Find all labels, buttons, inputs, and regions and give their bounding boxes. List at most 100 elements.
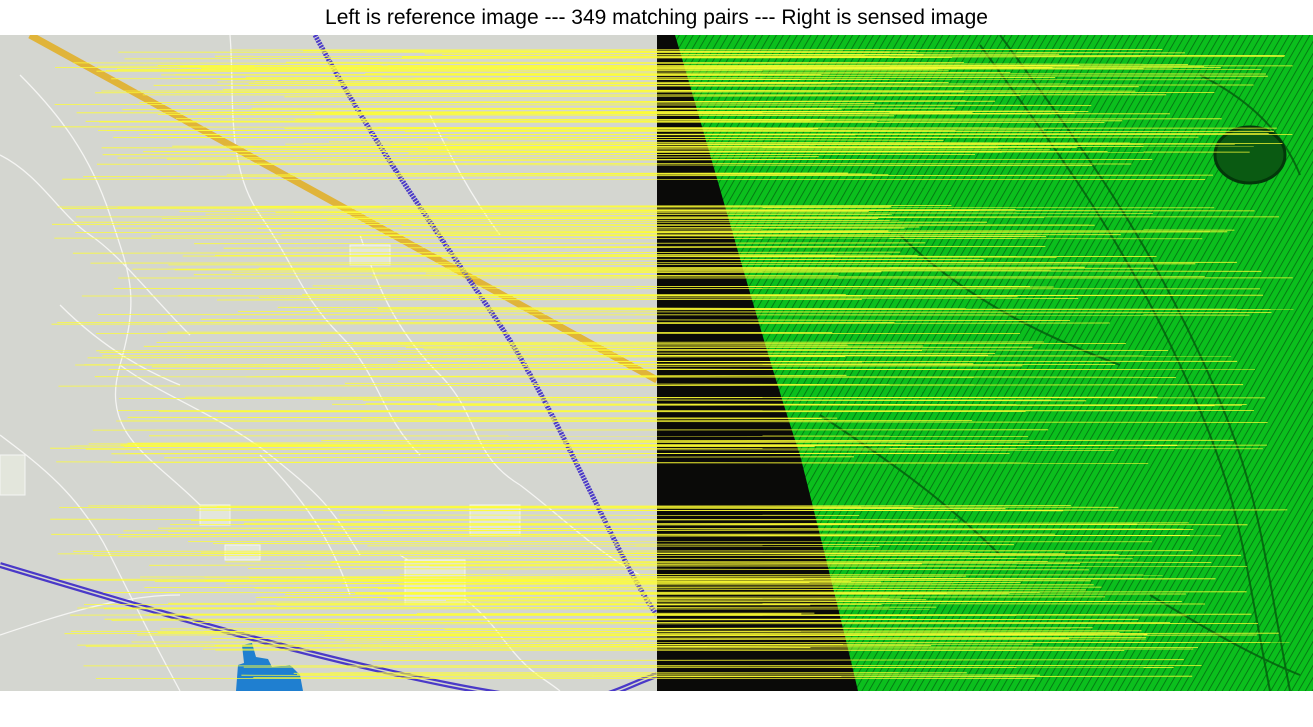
match-line (72, 251, 901, 254)
match-line (156, 341, 1044, 344)
match-line (144, 614, 1187, 617)
match-line (90, 261, 1237, 264)
match-line (158, 527, 1184, 530)
match-line (111, 618, 1139, 621)
match-line (352, 172, 848, 174)
match-line (50, 518, 958, 521)
match-line (426, 360, 863, 363)
match-line (416, 612, 815, 614)
match-line (140, 575, 966, 578)
match-line (329, 141, 1131, 144)
match-line (64, 632, 1120, 635)
match-line (401, 56, 1285, 59)
match-line (59, 578, 1216, 580)
match-line (88, 443, 907, 446)
match-line (378, 613, 1252, 616)
match-line (417, 632, 1279, 635)
match-line (167, 331, 833, 334)
match-line (215, 254, 836, 257)
figure-title: Left is reference image --- 349 matching… (325, 6, 988, 29)
match-line (161, 216, 1045, 219)
match-line (161, 74, 1268, 77)
match-line (382, 74, 822, 76)
match-line (116, 420, 1268, 423)
match-line (127, 441, 941, 444)
match-line (77, 643, 1033, 646)
match-line (377, 308, 1294, 310)
match-line (73, 550, 1193, 552)
match-line (73, 62, 1189, 65)
match-line (216, 505, 1071, 507)
match-line (444, 627, 1072, 630)
match-line (425, 271, 882, 274)
match-line (157, 114, 895, 117)
match-line (158, 410, 1254, 412)
match-line (57, 205, 892, 208)
match-line (311, 399, 1087, 402)
match-line (154, 581, 810, 583)
no-data-region (657, 35, 858, 691)
match-line (359, 522, 1189, 525)
match-line (216, 298, 862, 301)
match-line (96, 163, 1093, 167)
match-line (258, 296, 1079, 299)
match-line (204, 576, 943, 579)
match-line (320, 343, 848, 346)
match-line (111, 77, 1056, 80)
match-line (50, 447, 1263, 450)
match-line (87, 356, 846, 359)
figure-stage (0, 35, 1313, 691)
match-line (83, 174, 1214, 177)
match-figure (0, 35, 1313, 691)
match-line (61, 208, 1016, 210)
match-line (199, 162, 1132, 165)
match-line (251, 205, 952, 207)
match-line (96, 70, 1011, 73)
match-line (131, 641, 1290, 643)
match-line (255, 597, 901, 600)
match-line (254, 586, 839, 589)
match-line (174, 269, 1262, 272)
match-line (334, 82, 832, 85)
match-line (84, 363, 974, 366)
match-line (415, 633, 1148, 636)
match-line (111, 461, 1149, 464)
match-line (197, 111, 1089, 113)
match-line (253, 675, 1193, 678)
match-line (435, 253, 918, 256)
match-line (132, 267, 1155, 270)
match-line (204, 630, 1142, 633)
match-line (285, 593, 1186, 595)
match-line (85, 120, 1123, 122)
match-line (51, 223, 1089, 226)
match-line (280, 375, 1176, 378)
match-line (111, 452, 948, 455)
match-line (181, 67, 915, 70)
match-line (164, 456, 854, 459)
match-line (344, 382, 934, 386)
match-line (219, 384, 974, 387)
match-line (212, 543, 1014, 546)
match-line (402, 55, 865, 58)
match-line (319, 367, 980, 371)
match-line (193, 274, 839, 277)
match-line (122, 108, 842, 111)
match-line (372, 659, 1184, 661)
match-line (361, 418, 822, 420)
match-line (365, 403, 1045, 406)
match-line (302, 50, 917, 53)
match-line (256, 601, 1182, 603)
match-line (403, 557, 1133, 560)
match-lines (50, 49, 1294, 679)
match-line (151, 365, 1023, 368)
match-line (397, 404, 1243, 406)
match-line (106, 129, 814, 131)
match-line (102, 354, 989, 357)
match-line (205, 579, 804, 582)
match-line (344, 234, 1047, 238)
match-line (99, 352, 996, 354)
match-line (200, 318, 1071, 321)
match-line (447, 138, 944, 141)
match-line (51, 322, 1110, 325)
match-line (70, 613, 802, 616)
